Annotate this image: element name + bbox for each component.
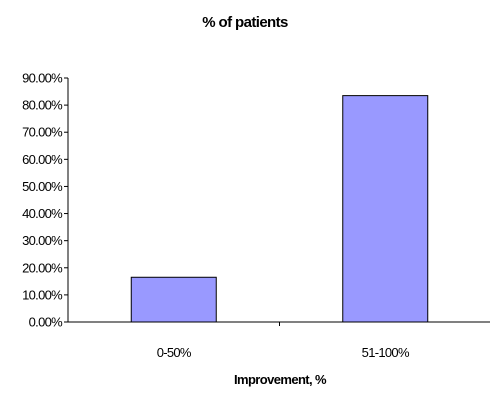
y-tick-label: 50.00% xyxy=(22,179,63,194)
y-tick-label: 0.00% xyxy=(29,315,64,330)
y-tick-label: 20.00% xyxy=(22,260,63,275)
bar-51-100% xyxy=(342,95,429,323)
x-axis-title: Improvement, % xyxy=(234,372,327,387)
plot-area: 0.00% 10.00% 20.00% 30.00% 40.00% 50.00% 60.00… xyxy=(22,71,490,360)
y-tick-label: 80.00% xyxy=(22,98,63,113)
y-tick-label: 90.00% xyxy=(22,71,63,86)
y-tick-label: 60.00% xyxy=(22,152,63,167)
y-tick-label: 70.00% xyxy=(22,125,63,140)
chart-title: % of patients xyxy=(202,14,288,31)
x-tick-label: 51-100% xyxy=(362,345,410,360)
y-tick-label: 10.00% xyxy=(22,287,63,302)
y-tick-label: 30.00% xyxy=(22,233,63,248)
y-tick-label: 40.00% xyxy=(22,206,63,221)
bar-0-50% xyxy=(130,276,217,323)
x-tick-label: 0-50% xyxy=(157,345,192,360)
